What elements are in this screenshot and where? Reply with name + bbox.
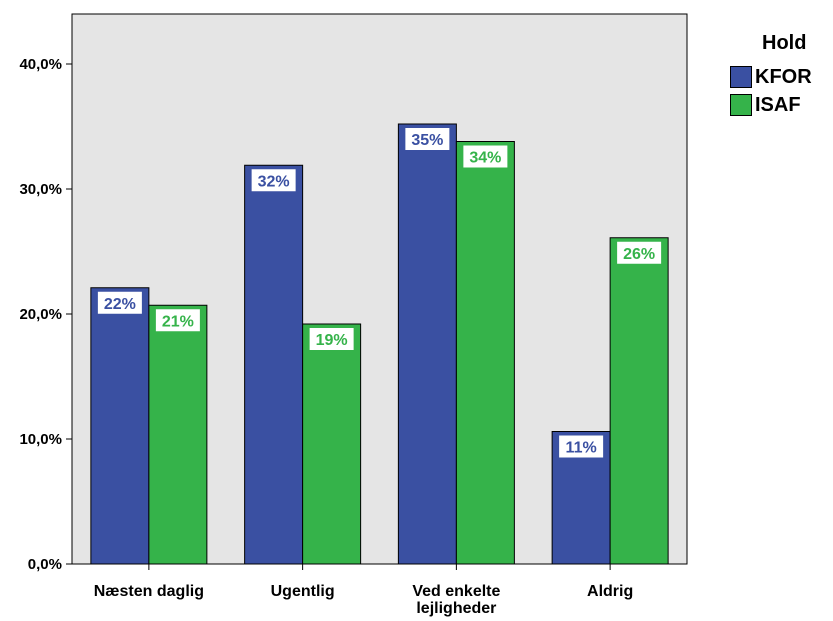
bar-isaf bbox=[302, 323, 362, 565]
bar-isaf bbox=[148, 304, 208, 565]
data-label-kfor: 32% bbox=[258, 173, 290, 190]
bar-isaf bbox=[609, 237, 669, 565]
legend-title: Hold bbox=[762, 32, 807, 54]
bars: 22% 21% 32% 19% 35% 34% 11% 26% bbox=[90, 123, 669, 565]
y-tick-label: 20,0% bbox=[19, 306, 62, 323]
bar-kfor bbox=[90, 287, 150, 565]
data-label-box bbox=[617, 241, 662, 264]
legend-swatch-kfor bbox=[730, 66, 752, 88]
data-label-kfor: 35% bbox=[411, 132, 443, 149]
y-axis: 0,0% 10,0% 20,0% 30,0% 40,0% bbox=[19, 56, 72, 573]
bar-isaf bbox=[455, 141, 515, 565]
data-label-isaf: 34% bbox=[469, 150, 501, 167]
legend-item-kfor: KFOR bbox=[730, 63, 830, 91]
data-label-kfor: 11% bbox=[566, 440, 597, 457]
data-label-box bbox=[155, 309, 200, 332]
data-label-isaf: 19% bbox=[316, 332, 348, 349]
legend-item-isaf: ISAF bbox=[730, 91, 830, 119]
data-label-kfor: 22% bbox=[104, 296, 136, 313]
legend-label-kfor: KFOR bbox=[755, 65, 812, 88]
y-tick-label: 30,0% bbox=[19, 181, 62, 198]
data-label-isaf: 26% bbox=[623, 246, 655, 263]
data-label-box bbox=[559, 435, 604, 458]
legend: Hold KFOR ISAF bbox=[730, 32, 830, 119]
legend-swatch-isaf bbox=[730, 94, 752, 116]
x-axis: Næsten daglig Ugentlig Ved enkelte lejlighe… bbox=[94, 564, 633, 617]
x-tick-label: Aldrig bbox=[587, 583, 633, 600]
legend-label-isaf: ISAF bbox=[755, 93, 801, 116]
data-label-box bbox=[309, 328, 354, 350]
x-tick-label: Næsten daglig bbox=[94, 583, 204, 600]
y-tick-label: 0,0% bbox=[28, 556, 62, 573]
bar-kfor bbox=[397, 123, 457, 565]
data-label-box bbox=[251, 169, 296, 192]
x-tick-label: Ugentlig bbox=[271, 583, 335, 600]
y-tick-label: 40,0% bbox=[19, 56, 62, 73]
y-tick-label: 10,0% bbox=[19, 431, 62, 448]
data-label-isaf: 21% bbox=[162, 313, 194, 330]
data-label-box bbox=[463, 145, 508, 168]
data-label-box bbox=[405, 128, 450, 150]
data-label-box bbox=[97, 291, 142, 314]
bar-kfor bbox=[244, 164, 304, 565]
x-tick-label: Ved enkelte lejligheder bbox=[412, 583, 500, 617]
